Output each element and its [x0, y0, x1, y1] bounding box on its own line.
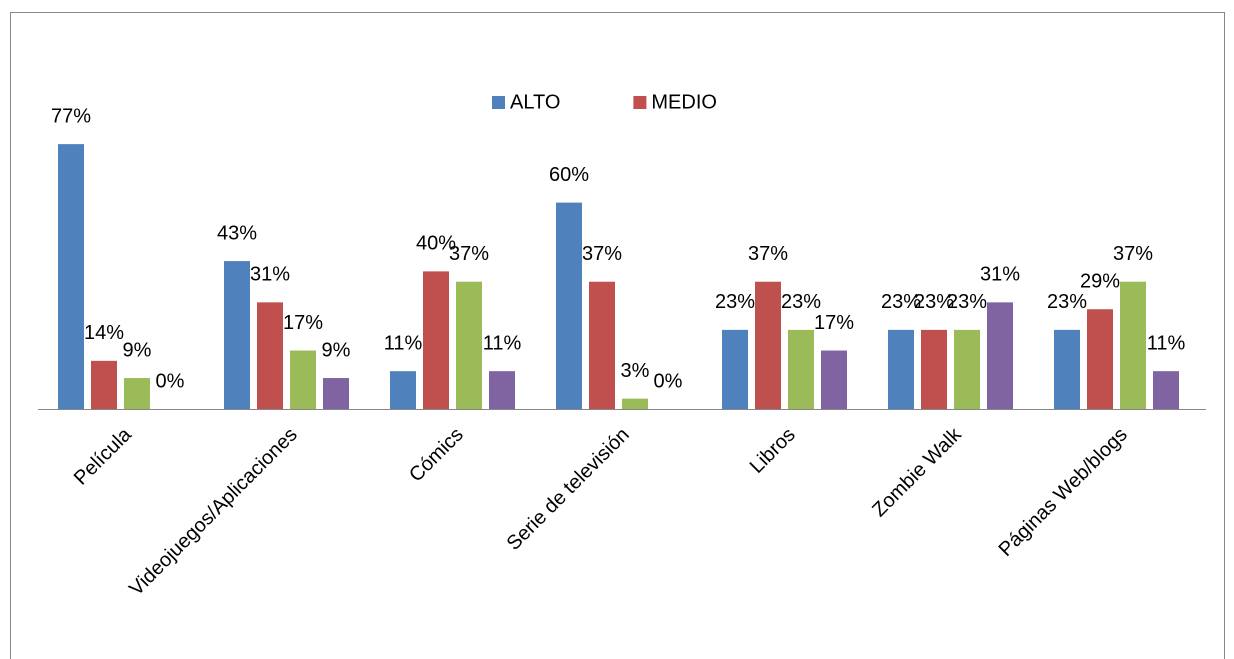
data-label: 0% [156, 370, 185, 392]
data-label: 23% [947, 291, 987, 313]
bar [489, 371, 515, 409]
data-label: 77% [51, 105, 91, 127]
x-tick-label: Libros [746, 424, 800, 478]
bar [1120, 281, 1146, 409]
bar [722, 329, 748, 409]
bar [556, 202, 582, 409]
x-tick-label: Videojuegos/Aplicaciones [125, 424, 301, 600]
data-label: 17% [283, 312, 323, 334]
data-label: 31% [980, 264, 1020, 286]
bar [390, 371, 416, 409]
bar [954, 329, 980, 409]
bar [888, 329, 914, 409]
bar [224, 261, 250, 409]
bar [58, 144, 84, 409]
chart-border [10, 12, 1225, 659]
x-tick-label: Serie de televisión [503, 424, 634, 555]
bar [987, 302, 1013, 409]
bar [788, 329, 814, 409]
data-label: 23% [715, 291, 755, 313]
bar [1087, 309, 1113, 409]
data-label: 9% [123, 339, 152, 361]
data-label: 23% [914, 291, 954, 313]
data-label: 40% [416, 233, 456, 255]
bar [1054, 329, 1080, 409]
data-label: 23% [1047, 291, 1087, 313]
bar [257, 302, 283, 409]
data-label: 11% [384, 332, 423, 354]
bar [423, 271, 449, 409]
data-label: 60% [549, 164, 589, 186]
data-label: 9% [322, 339, 351, 361]
data-label: 37% [582, 243, 622, 265]
bar [821, 350, 847, 409]
bar [323, 378, 349, 409]
data-label: 31% [250, 264, 290, 286]
legend-swatch [633, 96, 647, 109]
data-label: 0% [654, 370, 683, 392]
bar [124, 378, 150, 409]
data-label: 11% [1147, 332, 1186, 354]
bar [290, 350, 316, 409]
data-label: 3% [621, 360, 650, 382]
bar [1153, 371, 1179, 409]
data-label: 37% [449, 243, 489, 265]
x-tick-label: Película [70, 423, 136, 489]
x-tick-label: Páginas Web/blogs [995, 424, 1132, 561]
data-label: 37% [748, 243, 788, 265]
bar [91, 360, 117, 409]
bar [755, 281, 781, 409]
legend-label: ALTO [510, 91, 560, 113]
data-label: 23% [781, 291, 821, 313]
bar [589, 281, 615, 409]
data-label: 43% [217, 222, 257, 244]
bar [456, 281, 482, 409]
legend-swatch [492, 96, 505, 109]
data-label: 23% [881, 291, 921, 313]
bar [921, 329, 947, 409]
data-label: 29% [1080, 271, 1120, 293]
data-label: 37% [1113, 243, 1153, 265]
legend-label: MEDIO [651, 91, 717, 113]
bar [622, 398, 648, 409]
data-label: 17% [814, 312, 854, 334]
x-tick-label: Cómics [405, 424, 468, 487]
data-label: 14% [84, 322, 124, 344]
data-label: 11% [483, 332, 522, 354]
x-tick-label: Zombie Walk [868, 423, 966, 521]
